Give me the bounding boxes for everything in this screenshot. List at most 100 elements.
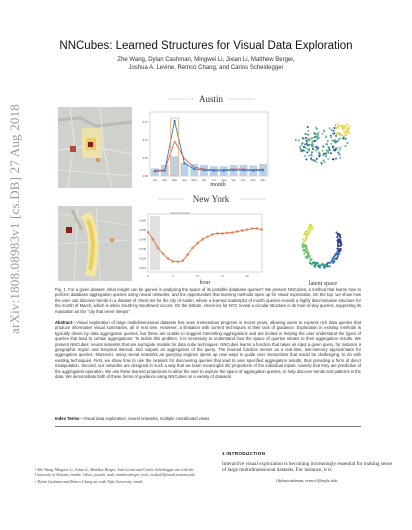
ny-latent-point <box>326 261 329 264</box>
austin-latent-point <box>324 154 327 157</box>
ny-latent-point <box>339 247 342 250</box>
austin-y-tick: 0.15 <box>143 120 149 124</box>
austin-latent-march-point <box>345 134 348 137</box>
ny-latent-point <box>303 249 306 252</box>
authors-line-2: Joshua A. Levine, Remco Chang, and Carlo… <box>128 65 284 72</box>
ny-latent-point <box>336 247 339 250</box>
author-footnotes: • Zhe Wang, Mingwei Li, Jixian Li, Matth… <box>35 468 210 486</box>
figure-caption: Fig. 1. For a given dataset, what insigh… <box>55 287 361 314</box>
austin-latent-point <box>334 124 337 127</box>
ny-latent-point <box>340 241 343 244</box>
austin-latent-point <box>314 139 317 142</box>
ny-latent-point <box>310 228 313 231</box>
austin-latent-point <box>305 139 308 142</box>
ny-point <box>156 246 160 250</box>
ny-point <box>225 231 229 235</box>
austin-latent-point <box>338 137 341 140</box>
austin-latent-march-point <box>346 128 349 131</box>
index-terms: Index Terms—Visual data exploration, neu… <box>55 416 361 421</box>
newyork-axis-label: hour <box>200 280 211 286</box>
austin-latent-point <box>310 151 313 154</box>
austin-latent-point <box>325 152 328 155</box>
section-divider <box>55 426 361 427</box>
ny-latent-point <box>310 224 313 227</box>
austin-latent-point <box>339 156 342 159</box>
authors-line-1: Zhe Wang, Dylan Cashman, Mingwei Li, Jix… <box>117 57 295 63</box>
ny-latent-point <box>310 263 313 266</box>
austin-latent-point <box>297 139 300 142</box>
ny-latent-point <box>336 256 339 259</box>
ny-latent-point <box>339 239 342 242</box>
ny-point <box>255 227 259 230</box>
austin-latent-point <box>322 159 325 162</box>
caption-label: Fig. 1. <box>55 287 67 292</box>
austin-series-line <box>154 120 264 172</box>
ny-latent-point <box>339 244 342 247</box>
ny-point <box>181 259 185 263</box>
austin-point <box>261 169 265 172</box>
austin-latent-point <box>338 153 341 156</box>
austin-latent-point <box>329 134 332 137</box>
austin-point <box>212 169 216 172</box>
ny-latent-point <box>330 260 333 263</box>
austin-point <box>183 162 186 165</box>
austin-latent-point <box>322 145 325 148</box>
tufts-email: {dylancashman, remco}@tufts.edu. <box>275 477 339 483</box>
footnote-tufts: • Dylan Cashman and Remco Chang are with… <box>35 479 144 484</box>
ny-latent-point <box>303 240 306 243</box>
ny-plot-frame <box>147 213 263 273</box>
austin-latent-point <box>325 149 328 152</box>
ny-latent-point <box>337 239 340 242</box>
ny-latent-point <box>306 251 309 254</box>
austin-latent-point <box>308 154 311 157</box>
austin-latent-point <box>326 140 329 143</box>
austin-latent-march-point <box>339 124 342 127</box>
ny-latent-point <box>337 244 340 247</box>
ny-latent-point <box>336 250 339 253</box>
austin-latent-point <box>310 157 313 160</box>
austin-x-tick: Mar <box>172 178 177 182</box>
austin-latent-point <box>301 142 304 145</box>
austin-x-tick: Oct <box>241 178 245 182</box>
austin-latent-point <box>300 150 303 153</box>
austin-axis-label: month <box>210 182 225 188</box>
austin-latent-point <box>322 154 325 157</box>
austin-latent-point <box>313 136 316 139</box>
austin-latent-point <box>329 152 332 155</box>
austin-point <box>193 167 196 171</box>
ny-latent-point <box>333 259 336 262</box>
austin-latent-march-point <box>346 123 349 126</box>
austin-latent-march-point <box>343 131 346 134</box>
ny-latent-point <box>333 257 336 260</box>
ny-point <box>176 260 180 264</box>
austin-latent-point <box>315 161 318 164</box>
austin-latent-point <box>321 149 324 152</box>
austin-latent-point <box>302 145 305 148</box>
austin-bar <box>170 156 179 176</box>
austin-map <box>57 106 133 189</box>
austin-latent-point <box>311 148 314 151</box>
ny-latent-point <box>323 263 326 266</box>
ny-latent-point <box>305 230 308 233</box>
austin-point <box>252 169 255 172</box>
ny-latent-point <box>307 230 310 233</box>
austin-x-tick: Jul <box>212 178 216 182</box>
ny-point <box>216 232 219 235</box>
austin-latent-point <box>311 143 314 146</box>
ny-latent-point <box>305 244 308 247</box>
newyork-chart: 0 5 10 15 20 0.010 0.020 0.030 0.040 0.050 0.060 h… <box>139 212 264 286</box>
austin-latent-point <box>333 132 336 135</box>
austin-latent-point <box>304 155 307 158</box>
austin-latent-point <box>304 132 307 135</box>
austin-latent-point <box>304 136 307 139</box>
austin-latent-point <box>327 149 330 152</box>
austin-latent-point <box>311 137 314 140</box>
austin-latent-point <box>324 136 327 139</box>
ny-latent-point <box>308 255 311 258</box>
austin-latent-march-point <box>335 132 338 135</box>
austin-latent-point <box>305 142 308 145</box>
austin-latent-point <box>337 151 340 154</box>
austin-latent-point <box>332 129 335 132</box>
austin-latent-point <box>333 127 336 130</box>
austin-latent-space <box>294 123 351 166</box>
